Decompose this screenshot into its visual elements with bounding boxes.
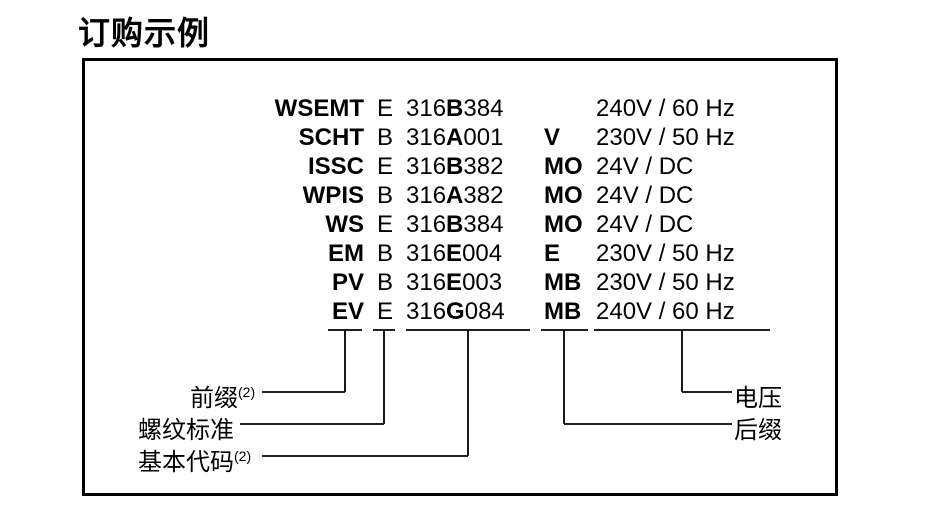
cell-base: 316A001 bbox=[402, 123, 544, 152]
cell-voltage: 230V / 50 Hz bbox=[596, 239, 780, 268]
cell-voltage: 24V / DC bbox=[596, 181, 780, 210]
cell-suffix: MO bbox=[544, 210, 596, 239]
table-row: WSEMTE316B384 240V / 60 Hz bbox=[258, 94, 780, 123]
cell-thread: B bbox=[364, 123, 402, 152]
cell-suffix: MO bbox=[544, 181, 596, 210]
label-thread: 螺纹标准 bbox=[138, 410, 234, 445]
cell-thread: E bbox=[364, 297, 402, 326]
cell-prefix: EV bbox=[258, 297, 364, 326]
cell-suffix: MO bbox=[544, 152, 596, 181]
cell-thread: E bbox=[364, 210, 402, 239]
cell-base: 316B384 bbox=[402, 94, 544, 123]
label-voltage: 电压 bbox=[734, 378, 782, 413]
table-row: PVB316E003MB230V / 50 Hz bbox=[258, 268, 780, 297]
cell-base: 316B384 bbox=[402, 210, 544, 239]
cell-thread: B bbox=[364, 239, 402, 268]
label-suffix: 后缀 bbox=[734, 410, 782, 445]
table-row: WPISB316A382MO24V / DC bbox=[258, 181, 780, 210]
table-row: EMB316E004E230V / 50 Hz bbox=[258, 239, 780, 268]
page-title: 订购示例 bbox=[78, 8, 210, 54]
cell-voltage: 24V / DC bbox=[596, 210, 780, 239]
cell-voltage: 24V / DC bbox=[596, 152, 780, 181]
cell-prefix: WSEMT bbox=[258, 94, 364, 123]
cell-prefix: ISSC bbox=[258, 152, 364, 181]
table-row: EVE316G084MB240V / 60 Hz bbox=[258, 297, 780, 326]
cell-prefix: PV bbox=[258, 268, 364, 297]
cell-suffix: V bbox=[544, 123, 596, 152]
cell-thread: B bbox=[364, 181, 402, 210]
cell-suffix: MB bbox=[544, 297, 596, 326]
cell-voltage: 240V / 60 Hz bbox=[596, 297, 780, 326]
cell-prefix: EM bbox=[258, 239, 364, 268]
cell-base: 316E003 bbox=[402, 268, 544, 297]
cell-prefix: SCHT bbox=[258, 123, 364, 152]
cell-thread: B bbox=[364, 268, 402, 297]
cell-base: 316A382 bbox=[402, 181, 544, 210]
cell-base: 316G084 bbox=[402, 297, 544, 326]
cell-base: 316B382 bbox=[402, 152, 544, 181]
cell-suffix: MB bbox=[544, 268, 596, 297]
table-row: ISSCE316B382MO24V / DC bbox=[258, 152, 780, 181]
table-row: WSE316B384MO24V / DC bbox=[258, 210, 780, 239]
cell-thread: E bbox=[364, 94, 402, 123]
cell-voltage: 230V / 50 Hz bbox=[596, 268, 780, 297]
cell-thread: E bbox=[364, 152, 402, 181]
cell-prefix: WS bbox=[258, 210, 364, 239]
cell-prefix: WPIS bbox=[258, 181, 364, 210]
cell-base: 316E004 bbox=[402, 239, 544, 268]
cell-voltage: 230V / 50 Hz bbox=[596, 123, 780, 152]
part-number-table: WSEMTE316B384240V / 60 HzSCHTB316A001V23… bbox=[258, 94, 780, 326]
cell-suffix: E bbox=[544, 239, 596, 268]
label-base: 基本代码(2) bbox=[138, 442, 251, 477]
cell-voltage: 240V / 60 Hz bbox=[596, 94, 780, 123]
table-row: SCHTB316A001V230V / 50 Hz bbox=[258, 123, 780, 152]
label-prefix: 前缀(2) bbox=[190, 378, 255, 413]
cell-suffix bbox=[544, 94, 596, 123]
